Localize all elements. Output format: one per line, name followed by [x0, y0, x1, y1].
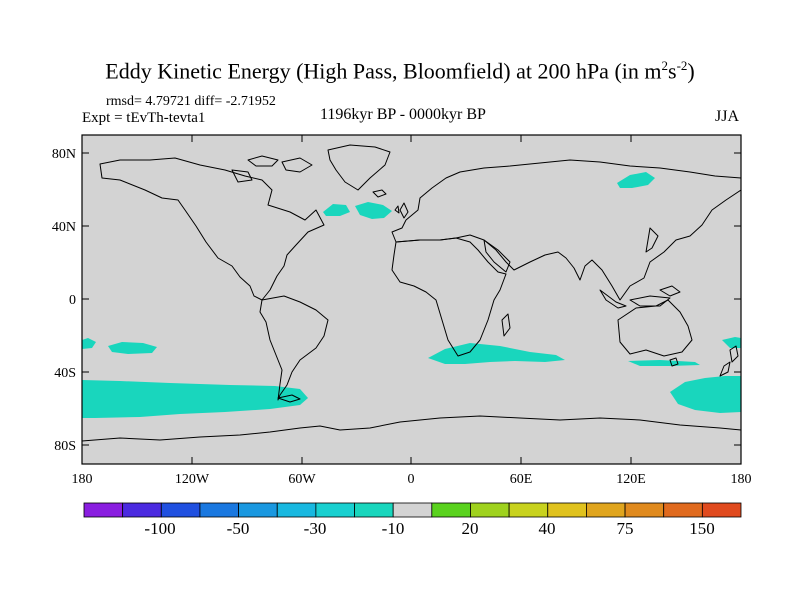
colorbar-swatch	[431, 502, 471, 518]
longitude-labels: 180 120W 60W 0 60E 120E 180	[72, 472, 752, 487]
lon-tick-label: 0	[408, 472, 415, 487]
colorbar-label: -30	[304, 519, 327, 538]
lon-tick-label: 120W	[175, 472, 210, 487]
colorbar-swatch	[122, 502, 162, 518]
figure-title: Eddy Kinetic Energy (High Pass, Bloomfie…	[105, 58, 695, 84]
coastline-madagascar	[501, 313, 511, 337]
colorbar-label: 40	[539, 519, 556, 538]
coastlines	[82, 144, 741, 442]
anomaly-region	[722, 337, 741, 348]
colorbar-swatch	[508, 502, 549, 518]
coastline-eurasia	[391, 159, 741, 301]
colorbar-swatch	[547, 502, 587, 518]
colorbar-labels: -100 -50 -30 -10 20 40 75 150	[144, 519, 714, 538]
lat-tick-label: 0	[69, 293, 76, 308]
colorbar-swatch	[392, 502, 433, 518]
axis-ticks	[82, 135, 741, 464]
anomaly-region	[670, 376, 741, 413]
anomaly-region	[82, 338, 96, 349]
colorbar-label: 20	[462, 519, 479, 538]
coastline-new-zealand	[719, 345, 739, 377]
colorbar-swatch	[586, 502, 626, 518]
coastline-iceland	[372, 189, 387, 198]
anomaly-region	[428, 343, 565, 364]
lon-tick-label: 60E	[510, 472, 533, 487]
stats-text: rmsd= 4.79721 diff= -2.71952	[106, 94, 276, 109]
colorbar-swatch	[354, 502, 394, 518]
colorbar-swatch	[470, 502, 510, 518]
coastline-canadian-arctic	[231, 155, 313, 183]
coastline-north-america	[99, 157, 325, 301]
coastline-arabia	[483, 239, 511, 273]
anomaly-region	[628, 360, 700, 366]
latitude-labels: 80N 40N 0 40S 80S	[52, 147, 76, 454]
lon-tick-label: 180	[72, 472, 93, 487]
colorbar-swatch	[276, 502, 317, 518]
colorbar-label: 150	[689, 519, 715, 538]
lon-tick-label: 120E	[616, 472, 646, 487]
season-label: JJA	[715, 108, 740, 125]
period-label: 1196kyr BP - 0000kyr BP	[320, 106, 486, 123]
colorbar-label: 75	[617, 519, 634, 538]
coastline-antarctica	[82, 415, 741, 442]
lat-tick-label: 40S	[54, 366, 76, 381]
colorbar-swatch	[199, 502, 239, 518]
colorbar-label: -50	[227, 519, 250, 538]
coastline-africa	[391, 237, 507, 357]
coastline-british-isles	[394, 202, 409, 219]
colorbar-swatch	[160, 502, 201, 518]
coastline-greenland	[327, 144, 391, 191]
coastline-tierra-del-fuego	[277, 394, 301, 403]
anomaly-region	[617, 172, 655, 188]
experiment-label: Expt = tEvTh-tevta1	[82, 110, 206, 126]
colorbar-swatch	[83, 502, 124, 518]
anomaly-region	[323, 204, 350, 216]
colorbar-swatch	[663, 502, 703, 518]
coastline-japan	[645, 227, 659, 253]
colorbar	[83, 502, 742, 518]
colorbar-label: -10	[382, 519, 405, 538]
coastline-tasmania	[669, 357, 679, 367]
lat-tick-label: 40N	[52, 220, 76, 235]
colorbar-swatch	[701, 502, 742, 518]
colorbar-swatch	[238, 502, 278, 518]
lat-tick-label: 80N	[52, 147, 76, 162]
anomaly-region	[355, 202, 392, 219]
anomaly-region	[82, 380, 308, 418]
anomaly-region	[108, 342, 157, 354]
lon-tick-label: 180	[731, 472, 752, 487]
coastline-australia	[617, 299, 693, 357]
lat-tick-label: 80S	[54, 439, 76, 454]
lon-tick-label: 60W	[288, 472, 316, 487]
coastline-south-america	[259, 295, 329, 401]
colorbar-label: -100	[144, 519, 175, 538]
colorbar-swatch	[315, 502, 355, 518]
colorbar-swatch	[624, 502, 665, 518]
anomaly-fills	[82, 172, 741, 418]
